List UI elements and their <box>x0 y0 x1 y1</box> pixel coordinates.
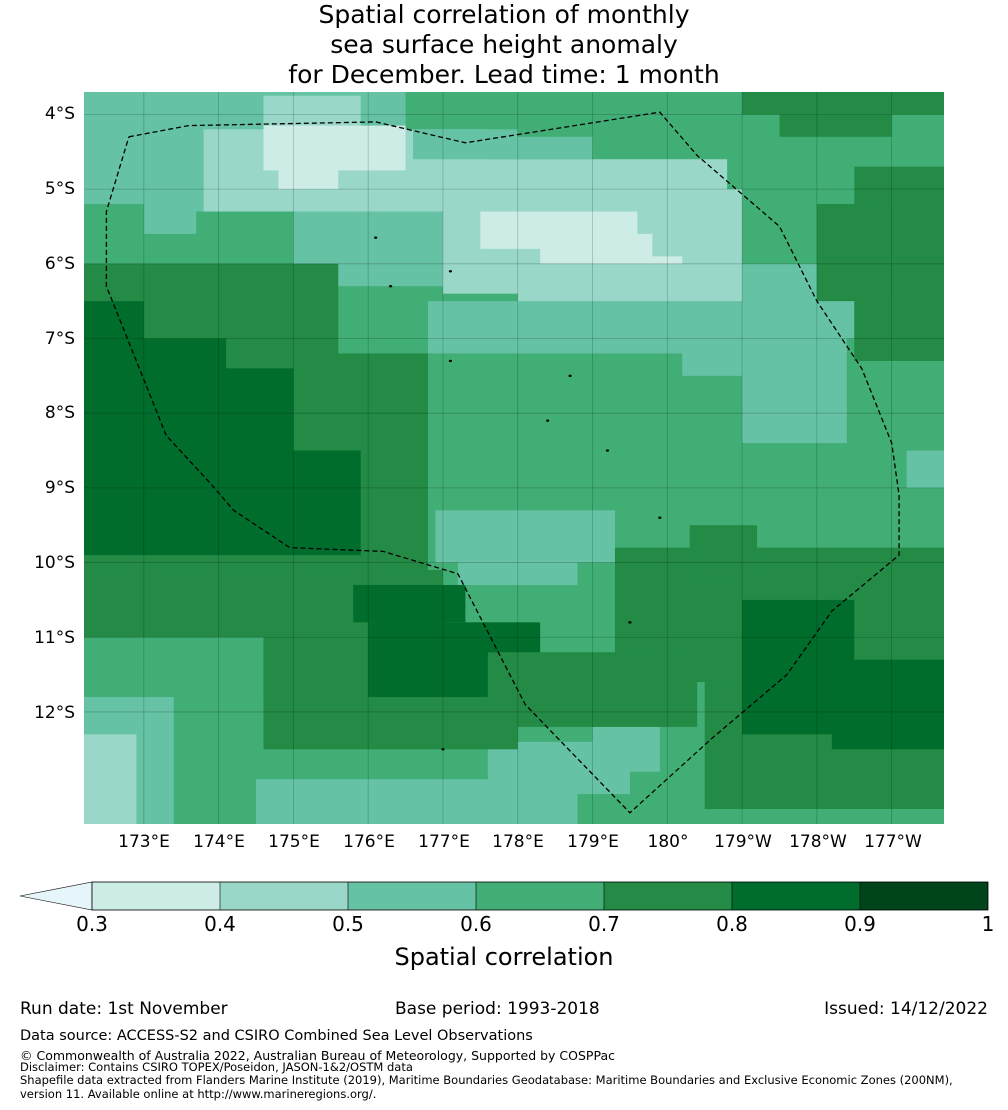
correlation-cell <box>353 584 466 623</box>
lat-label: 7°S <box>45 329 75 349</box>
correlation-cell <box>263 125 406 171</box>
colorbar-tick: 0.3 <box>76 912 108 936</box>
correlation-cell <box>487 652 698 727</box>
island <box>448 359 453 363</box>
issued-date: Issued: 14/12/2022 <box>824 999 988 1019</box>
run-date: Run date: 1st November <box>20 999 228 1019</box>
lat-label: 4°S <box>45 104 75 124</box>
lat-label: 12°S <box>34 703 75 723</box>
correlation-cell <box>831 659 944 750</box>
island <box>658 516 662 519</box>
lat-label: 10°S <box>34 553 75 573</box>
colorbar-segment <box>860 882 988 910</box>
lon-label: 179°W <box>714 832 772 852</box>
correlation-cell <box>84 204 144 264</box>
colorbar-tick: 1 <box>981 912 995 936</box>
lon-label: 174°E <box>193 832 245 852</box>
colorbar-segment <box>476 882 604 910</box>
islands <box>374 236 662 751</box>
correlation-cell <box>84 734 137 824</box>
lon-label: 173°E <box>118 832 170 852</box>
correlation-cell <box>682 331 758 376</box>
correlation-cell <box>278 166 339 190</box>
title-line-2: sea surface height anomaly <box>330 30 678 59</box>
lat-label: 6°S <box>45 254 75 274</box>
island <box>374 236 378 239</box>
correlation-cell <box>143 368 294 526</box>
lon-label: 177°W <box>864 832 922 852</box>
copyright: © Commonwealth of Australia 2022, Austra… <box>20 1048 615 1063</box>
data-source: Data source: ACCESS-S2 and CSIRO Combine… <box>20 1028 533 1044</box>
lat-label: 9°S <box>45 478 75 498</box>
correlation-cell <box>816 204 892 302</box>
island <box>628 621 632 624</box>
correlation-cell <box>84 301 144 339</box>
correlation-cell <box>457 547 578 585</box>
eez-boundary <box>105 111 900 814</box>
island <box>605 449 610 452</box>
colorbar-tick: 0.5 <box>332 912 364 936</box>
correlation-cell <box>906 450 944 488</box>
island <box>389 285 393 288</box>
shapefile-credit-1: Shapefile data extracted from Flanders M… <box>20 1073 953 1087</box>
island <box>441 748 445 751</box>
lon-label: 175°E <box>268 832 320 852</box>
colorbar-extend-arrow <box>19 881 93 911</box>
chart-title: Spatial correlation of monthly sea surfa… <box>0 0 1008 90</box>
correlation-cell <box>592 726 660 772</box>
lat-label: 5°S <box>45 179 75 199</box>
correlation-cell <box>84 637 264 698</box>
colorbar-segment <box>732 882 860 910</box>
lon-label: 178°E <box>492 832 544 852</box>
lat-label: 8°S <box>45 403 75 423</box>
lon-label: 177°E <box>418 832 470 852</box>
island <box>568 374 572 378</box>
correlation-cell <box>779 114 892 137</box>
island <box>546 419 550 422</box>
lon-label: 176°E <box>343 832 395 852</box>
colorbar-segment <box>604 882 732 910</box>
colorbar <box>19 881 989 911</box>
colorbar-tick: 0.4 <box>204 912 236 936</box>
colorbar-segment <box>220 882 348 910</box>
correlation-cell <box>742 92 944 115</box>
correlation-field <box>84 92 944 824</box>
island <box>448 270 453 273</box>
lon-label: 179°E <box>567 832 619 852</box>
disclaimer: Disclaimer: Contains CSIRO TOPEX/Poseido… <box>20 1060 413 1074</box>
colorbar-title: Spatial correlation <box>394 943 614 971</box>
colorbar-tick: 0.9 <box>844 912 876 936</box>
eez-line <box>105 111 900 814</box>
lon-label: 180° <box>648 832 689 852</box>
colorbar-segment <box>92 882 220 910</box>
correlation-cell <box>689 525 758 578</box>
colorbar-segment <box>348 882 476 910</box>
lat-label: 11°S <box>34 628 75 648</box>
graticule <box>84 92 944 824</box>
base-period: Base period: 1993-2018 <box>395 999 600 1019</box>
shapefile-credit-2: version 11. Available online at http://w… <box>20 1087 377 1101</box>
colorbar-tick: 0.6 <box>460 912 492 936</box>
colorbar-tick: 0.8 <box>716 912 748 936</box>
title-line-3: for December. Lead time: 1 month <box>288 60 720 89</box>
title-line-1: Spatial correlation of monthly <box>318 0 690 29</box>
colorbar-tick: 0.7 <box>588 912 620 936</box>
correlation-cell <box>742 338 847 444</box>
lon-label: 178°W <box>789 832 847 852</box>
